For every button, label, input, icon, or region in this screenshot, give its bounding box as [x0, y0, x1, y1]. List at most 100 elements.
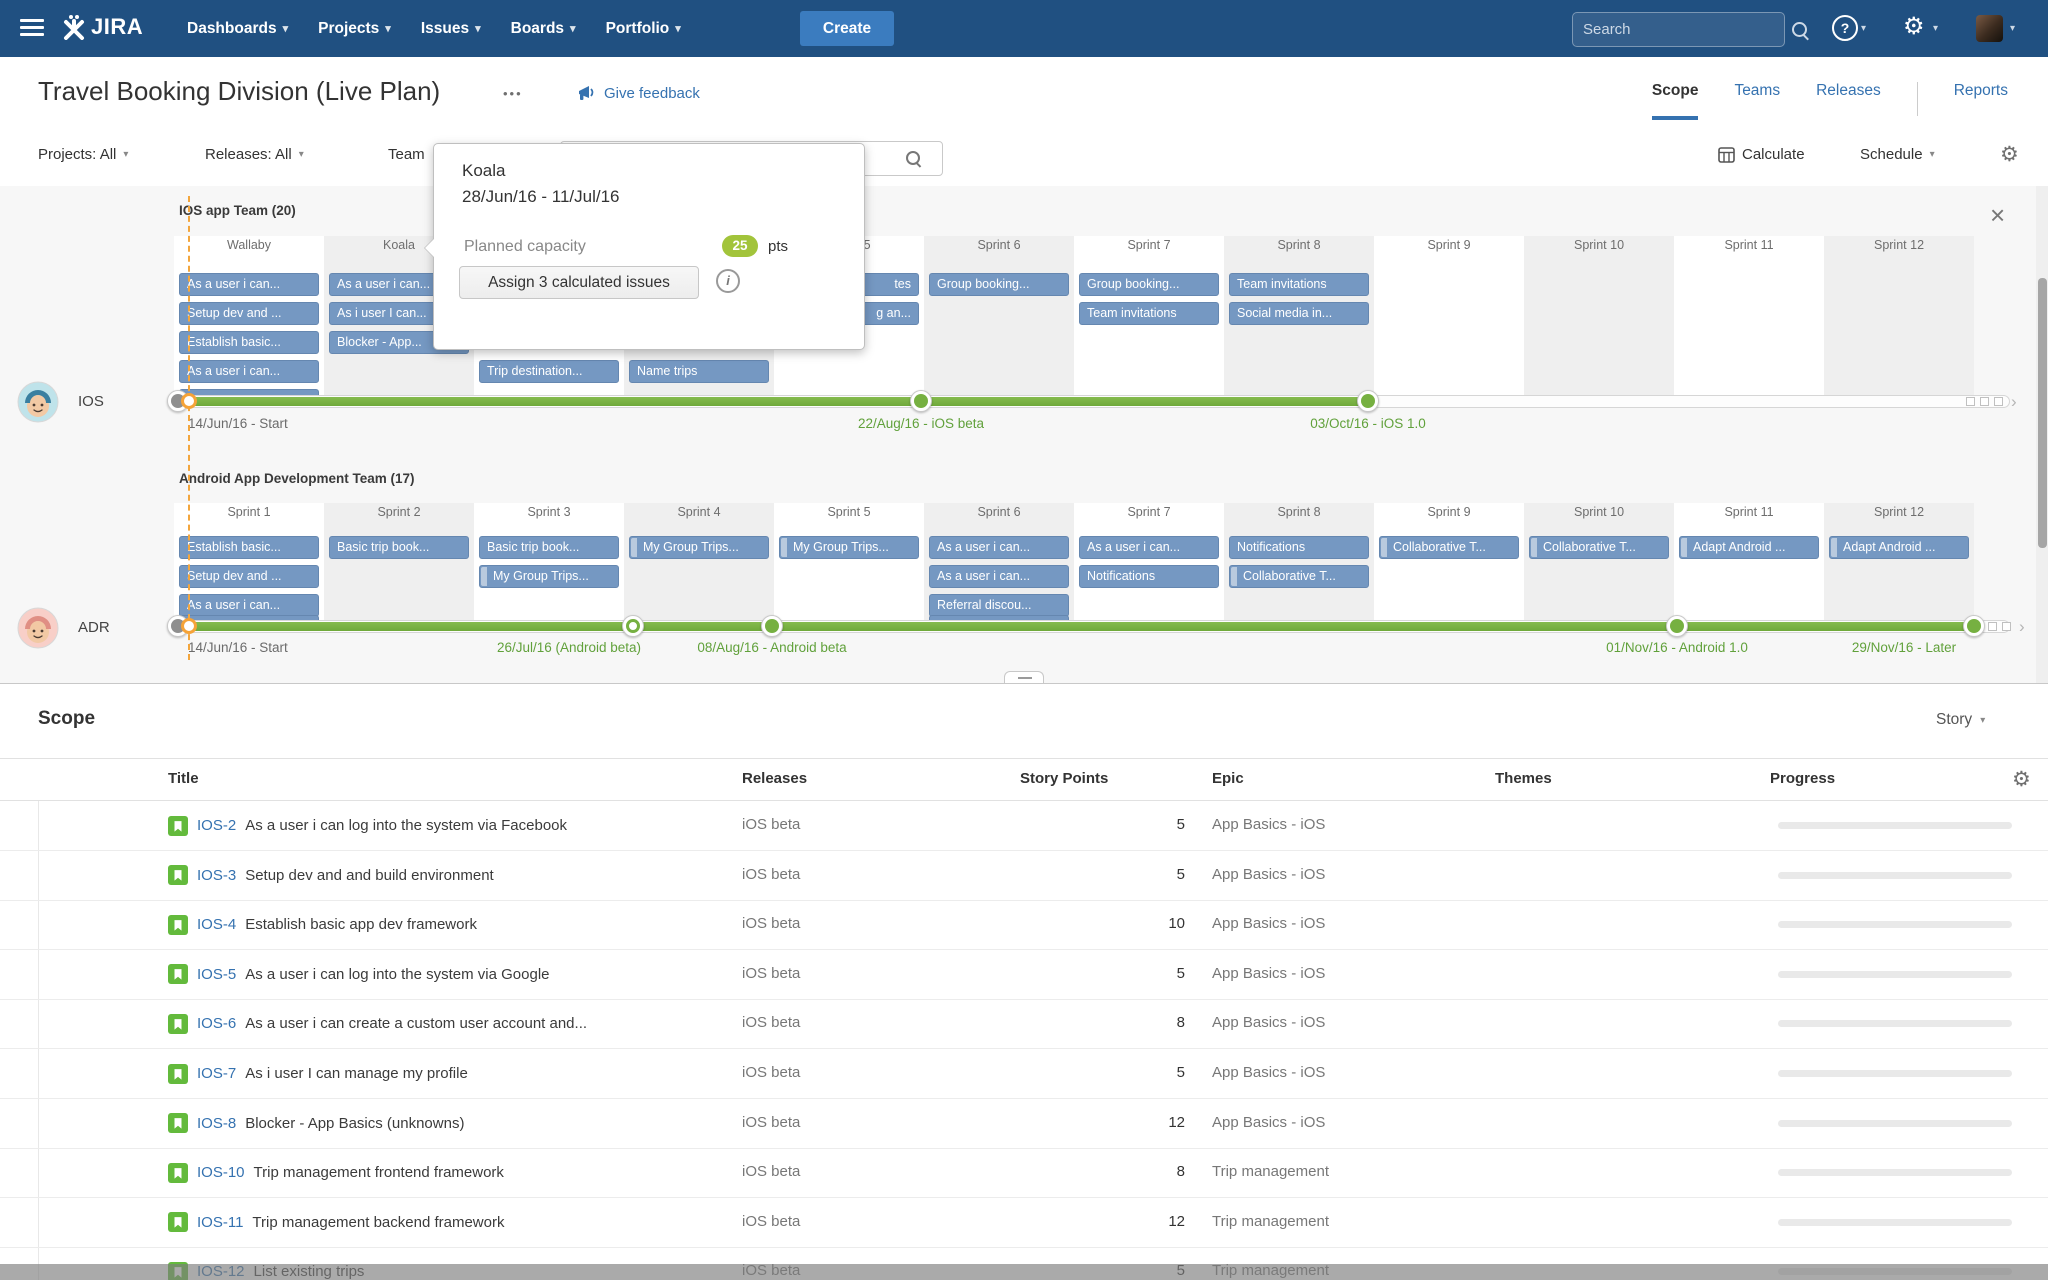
more-actions-button[interactable]: ••• [503, 86, 523, 101]
table-row[interactable]: IOS-6 As a user i can create a custom use… [0, 999, 2048, 1050]
issue-title[interactable]: As a user i can create a custom user acc… [245, 1015, 588, 1033]
issue-card[interactable]: Establish basic... [179, 331, 319, 354]
issue-card[interactable]: Adapt Android ... [1829, 536, 1969, 559]
app-switcher-icon[interactable] [20, 19, 44, 38]
issue-title[interactable]: Setup dev and and build environment [245, 866, 494, 884]
table-row[interactable]: IOS-11 Trip management backend framework i… [0, 1198, 2048, 1248]
issue-card[interactable]: As a user i can... [179, 360, 319, 383]
projects-filter[interactable]: Projects: All ▾ [38, 146, 128, 163]
col-themes[interactable]: Themes [1495, 770, 1552, 787]
issue-card[interactable]: Social media in... [1229, 302, 1369, 325]
team-avatar[interactable] [17, 381, 59, 428]
admin-gear-icon[interactable]: ⚙ [1903, 13, 1925, 40]
schedule-bar-track[interactable] [174, 620, 2010, 633]
issue-card[interactable]: Adapt Android ... [1679, 536, 1819, 559]
issue-card[interactable]: Group booking... [929, 273, 1069, 296]
issue-card[interactable] [929, 615, 1069, 624]
table-row[interactable]: IOS-8 Blocker - App Basics (unknowns) iOS … [0, 1099, 2048, 1149]
col-progress[interactable]: Progress [1770, 770, 1836, 787]
plan-settings-gear-icon[interactable]: ⚙ [2000, 143, 2019, 166]
issue-key[interactable]: IOS-2 [197, 817, 237, 834]
horizontal-scrollbar[interactable] [0, 1264, 2048, 1280]
nav-item-portfolio[interactable]: Portfolio ▾ [606, 20, 681, 38]
create-button[interactable]: Create [800, 11, 894, 46]
col-title[interactable]: Title [168, 770, 199, 787]
tab-reports[interactable]: Reports [1953, 82, 2008, 99]
tab-scope[interactable]: Scope [1651, 82, 1699, 120]
table-row[interactable]: IOS-2 As a user i can log into the system… [0, 801, 2048, 851]
issue-card[interactable]: As a user i can... [929, 536, 1069, 559]
issue-card[interactable]: Team invitations [1229, 273, 1369, 296]
milestone-marker[interactable] [910, 390, 932, 412]
issue-card[interactable]: Collaborative T... [1529, 536, 1669, 559]
issue-key[interactable]: IOS-8 [197, 1114, 237, 1132]
nav-item-dashboards[interactable]: Dashboards ▾ [187, 20, 288, 38]
releases-filter[interactable]: Releases: All ▾ [205, 146, 304, 163]
tab-teams[interactable]: Teams [1734, 82, 1781, 99]
issue-key[interactable]: IOS-3 [197, 866, 237, 884]
milestone-marker[interactable] [1666, 615, 1688, 637]
issue-title[interactable]: Trip management frontend framework [253, 1164, 504, 1182]
issue-card[interactable]: Referral discou... [929, 594, 1069, 617]
item-type-selector[interactable]: Story ▾ [1936, 711, 1985, 729]
issue-key[interactable]: IOS-10 [197, 1164, 245, 1182]
col-releases[interactable]: Releases [742, 770, 808, 787]
team-avatar[interactable] [17, 607, 59, 654]
col-epic[interactable]: Epic [1212, 770, 1244, 787]
issue-card[interactable]: Notifications [1229, 536, 1369, 559]
search-input[interactable] [1573, 21, 1792, 38]
issue-key[interactable]: IOS-6 [197, 1015, 237, 1033]
table-row[interactable]: IOS-5 As a user i can log into the system… [0, 950, 2048, 1000]
issue-card[interactable]: My Group Trips... [629, 536, 769, 559]
issue-card[interactable]: Establish basic... [179, 536, 319, 559]
vertical-scrollbar-thumb[interactable] [2038, 278, 2047, 548]
assign-issues-button[interactable]: Assign 3 calculated issues [459, 266, 699, 299]
issue-card[interactable]: Name trips [629, 360, 769, 383]
columns-gear-icon[interactable]: ⚙ [2012, 768, 2031, 791]
issue-card[interactable]: As a user i can... [179, 594, 319, 617]
issue-key[interactable]: IOS-11 [197, 1213, 244, 1231]
info-icon[interactable]: i [716, 269, 740, 293]
issue-card[interactable]: Notifications [1079, 565, 1219, 588]
table-row[interactable]: IOS-4 Establish basic app dev framework iO… [0, 900, 2048, 951]
issue-card[interactable]: Basic trip book... [329, 536, 469, 559]
issue-card[interactable]: Setup dev and ... [179, 565, 319, 588]
issue-key[interactable]: IOS-4 [197, 916, 237, 934]
panel-resize-handle[interactable] [1004, 671, 1044, 683]
user-avatar[interactable] [1976, 15, 2003, 42]
close-icon[interactable]: × [1990, 200, 2006, 230]
nav-item-projects[interactable]: Projects ▾ [318, 20, 391, 38]
tab-releases[interactable]: Releases [1816, 82, 1881, 99]
milestone-marker[interactable] [761, 615, 783, 637]
issue-title[interactable]: As a user i can log into the system via … [245, 965, 550, 983]
issue-card[interactable]: Collaborative T... [1379, 536, 1519, 559]
issue-card[interactable]: My Group Trips... [779, 536, 919, 559]
nav-item-issues[interactable]: Issues ▾ [421, 20, 481, 38]
issue-title[interactable]: As a user i can log into the system via … [245, 817, 568, 834]
issue-card[interactable]: Collaborative T... [1229, 565, 1369, 588]
teams-filter[interactable]: Team [388, 146, 425, 163]
issue-card[interactable]: As a user i can... [179, 273, 319, 296]
give-feedback-link[interactable]: Give feedback [577, 84, 700, 102]
jira-logo[interactable]: JIRA [62, 14, 143, 40]
col-story-points[interactable]: Story Points [1020, 770, 1109, 787]
milestone-marker[interactable] [1357, 390, 1379, 412]
table-row[interactable]: IOS-3 Setup dev and and build environment… [0, 851, 2048, 901]
issue-card[interactable]: Basic trip book... [479, 536, 619, 559]
issue-card[interactable]: As a user i can... [929, 565, 1069, 588]
issue-key[interactable]: IOS-7 [197, 1065, 237, 1082]
issue-card[interactable]: Setup dev and ... [179, 302, 319, 325]
milestone-marker[interactable] [622, 615, 644, 637]
help-icon[interactable]: ? [1832, 15, 1858, 41]
issue-key[interactable]: IOS-5 [197, 965, 237, 983]
table-row[interactable]: IOS-7 As i user I can manage my profile iO… [0, 1049, 2048, 1099]
issue-title[interactable]: Trip management backend framework [252, 1213, 505, 1231]
issue-card[interactable]: Team invitations [1079, 302, 1219, 325]
issue-card[interactable]: Trip destination... [479, 360, 619, 383]
issue-card[interactable]: My Group Trips... [479, 565, 619, 588]
table-row[interactable]: IOS-10 Trip management frontend framework… [0, 1148, 2048, 1199]
nav-item-boards[interactable]: Boards ▾ [511, 20, 576, 38]
issue-card[interactable]: As a user i can... [1079, 536, 1219, 559]
issue-title[interactable]: Establish basic app dev framework [245, 916, 477, 934]
milestone-marker[interactable] [1963, 615, 1985, 637]
